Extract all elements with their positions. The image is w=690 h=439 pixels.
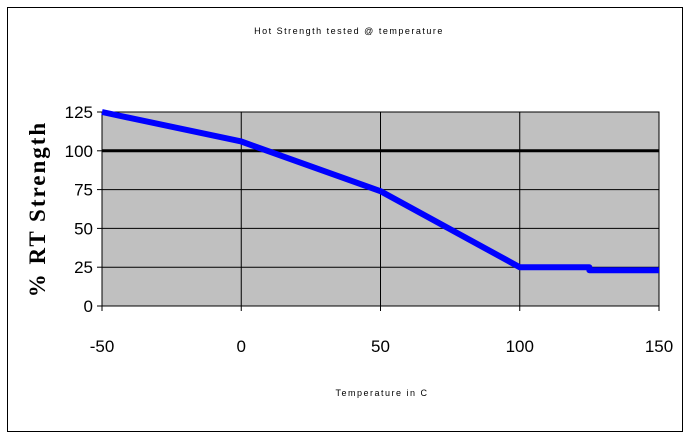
y-tick-label: 50 bbox=[74, 219, 93, 238]
x-tick-label: 100 bbox=[506, 337, 534, 356]
chart-title: Hot Strength tested @ temperature bbox=[254, 26, 444, 36]
x-tick-label: -50 bbox=[90, 337, 115, 356]
x-tick-label: 0 bbox=[237, 337, 246, 356]
y-axis-ticks: 0 25 50 75 100 125 bbox=[65, 103, 102, 316]
y-tick-label: 75 bbox=[74, 181, 93, 200]
x-axis-ticks: -50 0 50 100 150 bbox=[90, 306, 673, 356]
y-axis-label: % RT Strength bbox=[25, 121, 50, 297]
y-tick-label: 100 bbox=[65, 142, 93, 161]
x-axis-label: Temperature in C bbox=[335, 388, 428, 398]
series-line bbox=[101, 109, 659, 274]
y-tick-label: 0 bbox=[84, 297, 93, 316]
y-tick-label: 125 bbox=[65, 103, 93, 122]
x-tick-label: 150 bbox=[645, 337, 673, 356]
y-tick-label: 25 bbox=[74, 258, 93, 277]
x-tick-label: 50 bbox=[371, 337, 390, 356]
series-layer bbox=[101, 109, 659, 274]
